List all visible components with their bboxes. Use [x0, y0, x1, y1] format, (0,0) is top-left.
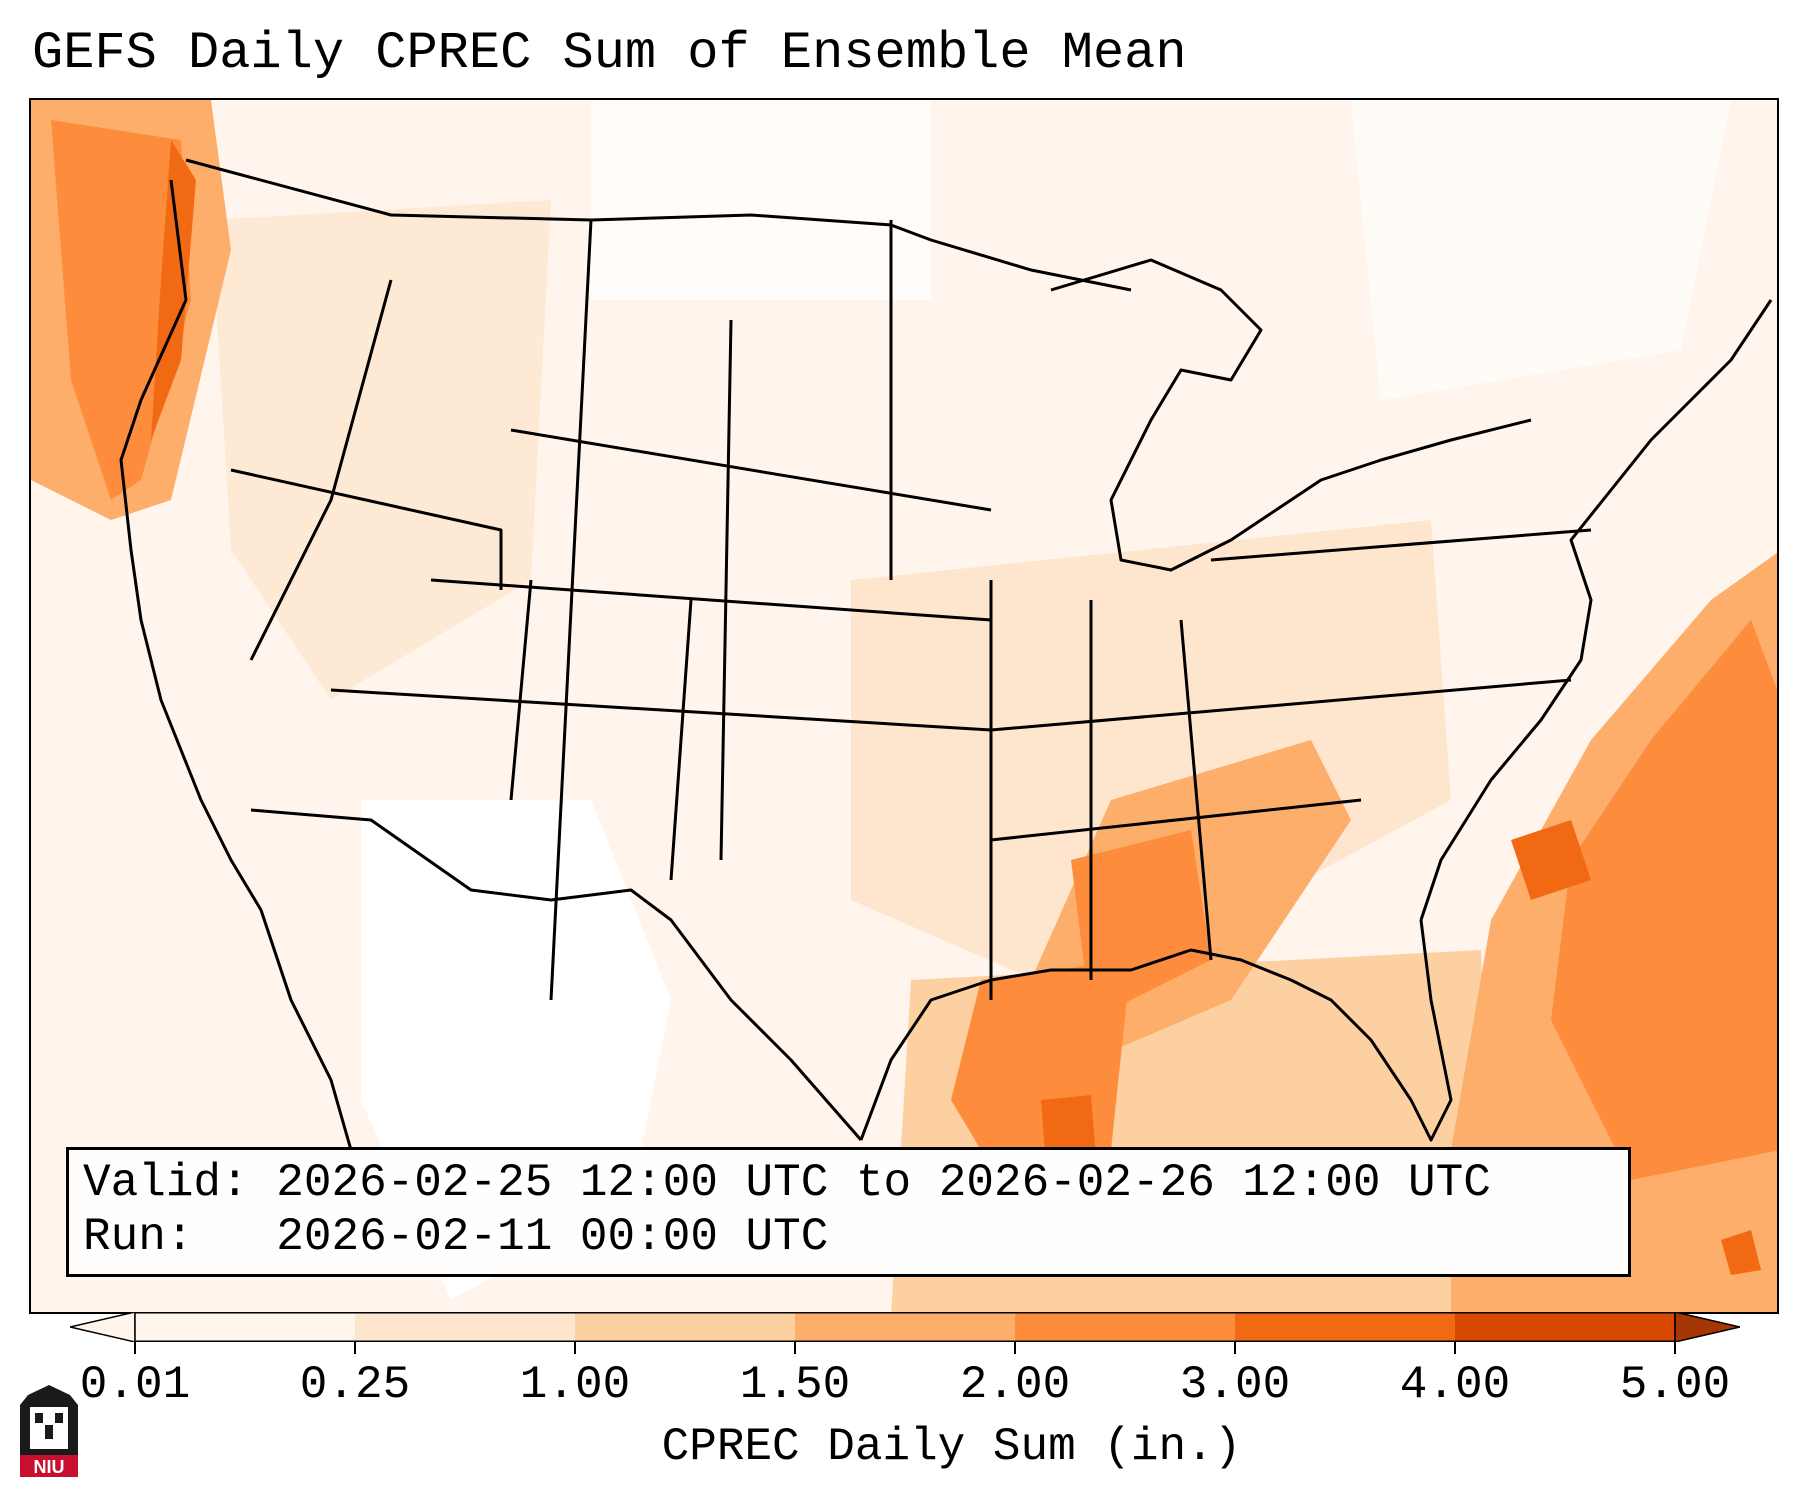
map-panel: [29, 98, 1779, 1314]
state-border: [230, 468, 503, 590]
precipitation-map: [31, 100, 1777, 1312]
chart-title: GEFS Daily CPREC Sum of Ensemble Mean: [32, 24, 1187, 83]
colorbar-tick-label: 1.50: [739, 1359, 851, 1411]
pacific-coastline: [119, 179, 393, 1251]
canada-border-west: [185, 158, 1132, 292]
state-border: [330, 688, 992, 732]
valid-run-info-box: Valid: 2026-02-25 12:00 UTC to 2026-02-2…: [66, 1147, 1631, 1277]
state-border: [430, 578, 992, 622]
colorbar-outline: [134, 1312, 1676, 1342]
mexico-border: [250, 808, 863, 1141]
colorbar-segment: [135, 1312, 356, 1342]
state-border: [990, 798, 1362, 842]
precip-atlantic-core: [1551, 620, 1777, 1180]
state-border: [719, 319, 733, 861]
state-border: [1179, 619, 1213, 961]
run-label: Run:: [83, 1211, 194, 1263]
dry-region-north: [591, 100, 931, 300]
colorbar-label: CPREC Daily Sum (in.): [661, 1421, 1242, 1473]
colorbar-tick-label: 2.00: [959, 1359, 1071, 1411]
state-border: [510, 428, 992, 512]
colorbar-segment: [795, 1312, 1016, 1342]
state-border: [990, 678, 1572, 732]
colorbar-segment: [355, 1312, 576, 1342]
state-border: [549, 219, 593, 1001]
colorbar: [70, 1312, 1740, 1342]
svg-text:NIU: NIU: [34, 1457, 65, 1477]
colorbar-tick-label: 1.00: [519, 1359, 631, 1411]
colorbar-tick-label: 3.00: [1179, 1359, 1291, 1411]
colorbar-extend-low: [70, 1312, 136, 1342]
state-border: [509, 579, 533, 801]
state-border: [1210, 528, 1592, 562]
precip-pnw-max: [151, 140, 196, 440]
precip-west-light: [211, 200, 551, 700]
niu-logo-icon: NIU: [20, 1385, 78, 1477]
map-borders: [119, 158, 1773, 1251]
precip-atlantic-max: [1511, 820, 1591, 900]
valid-value: 2026-02-25 12:00 UTC to 2026-02-26 12:00…: [276, 1157, 1491, 1209]
run-value: 2026-02-11 00:00 UTC: [276, 1211, 829, 1263]
colorbar-segment: [1455, 1312, 1676, 1342]
state-border: [249, 279, 393, 661]
state-border: [669, 599, 693, 881]
colorbar-ticks: [134, 1342, 1676, 1354]
colorbar-tick-label: 0.25: [299, 1359, 411, 1411]
precip-caribbean-max: [1721, 1230, 1761, 1275]
colorbar-tick-label: 5.00: [1619, 1359, 1731, 1411]
great-lakes-outline: [1050, 258, 1532, 572]
valid-label: Valid:: [83, 1157, 249, 1209]
run-line: Run: 2026-02-11 00:00 UTC: [83, 1210, 1614, 1264]
valid-line: Valid: 2026-02-25 12:00 UTC to 2026-02-2…: [83, 1156, 1614, 1210]
atlantic-coastline: [1419, 299, 1773, 921]
gulf-coastline: [859, 919, 1453, 1142]
colorbar-extend-high: [1674, 1312, 1740, 1342]
colorbar-tick-label: 0.01: [79, 1359, 191, 1411]
dry-region-canada-east: [1351, 100, 1731, 400]
colorbar-segment: [575, 1312, 796, 1342]
colorbar-segment: [1235, 1312, 1456, 1342]
colorbar-tick-label: 4.00: [1399, 1359, 1511, 1411]
colorbar-segment: [1015, 1312, 1236, 1342]
